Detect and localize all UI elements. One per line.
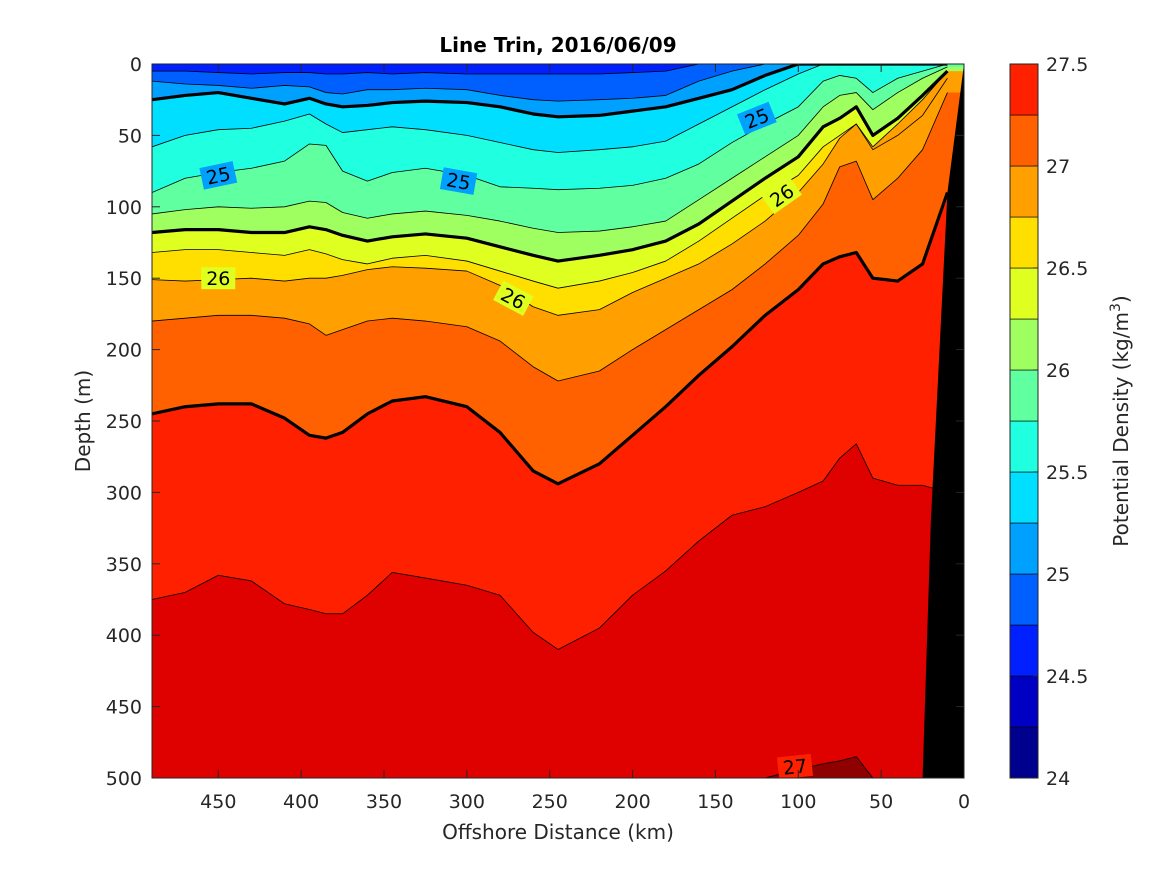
isopycnal-line xyxy=(152,78,948,289)
colorbar-swatch xyxy=(1009,726,1039,779)
contour-label-text: 25 xyxy=(445,169,473,195)
contour-label-bg xyxy=(199,161,238,190)
colorbar-tick-label: 26 xyxy=(1046,360,1070,382)
colorbar-label: Potential Density (kg/m3) xyxy=(1108,295,1133,546)
x-tick-label: 350 xyxy=(366,791,402,813)
y-tick-label: 500 xyxy=(106,768,142,790)
isopycnal-line xyxy=(152,66,948,233)
contour-label-text: 25 xyxy=(204,163,232,190)
x-tick-label: 400 xyxy=(283,791,319,813)
isopycnal-line xyxy=(152,64,948,193)
colorbar-swatch xyxy=(1009,165,1039,218)
colorbar-tick-label: 27.5 xyxy=(1046,54,1088,76)
y-tick-label: 400 xyxy=(106,625,142,647)
x-tick-label: 150 xyxy=(697,791,733,813)
band-fill xyxy=(152,443,964,778)
colorbar-swatch xyxy=(1009,420,1039,473)
x-tick-label: 250 xyxy=(532,791,568,813)
isopycnal-line xyxy=(152,92,948,382)
colorbar-tick-label: 25 xyxy=(1046,564,1070,586)
contour-label-text: 27 xyxy=(782,755,808,779)
x-tick-label: 200 xyxy=(614,791,650,813)
colorbar-frame xyxy=(1009,63,1039,779)
x-tick-label: 300 xyxy=(449,791,485,813)
y-tick-label: 150 xyxy=(106,268,142,290)
y-tick-label: 100 xyxy=(106,197,142,219)
colorbar-tick-label: 26.5 xyxy=(1046,258,1088,280)
colorbar-swatch xyxy=(1009,471,1039,524)
chart-title: Line Trin, 2016/06/09 xyxy=(439,33,676,57)
contour-label-bg xyxy=(761,176,802,215)
contour-label-bg xyxy=(493,280,534,316)
y-axis-label: Depth (m) xyxy=(71,370,95,472)
x-axis-ticks: 450 400 350 300 250 200 150 100 50 0 xyxy=(200,64,970,813)
contour-lines xyxy=(152,64,949,778)
seafloor xyxy=(922,64,964,778)
isopycnal-line xyxy=(152,70,948,316)
contour-label-text: 26 xyxy=(206,268,230,290)
isopycnal-line xyxy=(152,191,949,486)
contour-label-bg xyxy=(201,267,236,290)
y-tick-label: 450 xyxy=(106,697,142,719)
colorbar-ticks: 24 24.5 25 25.5 26 26.5 27 27.5 xyxy=(1033,54,1088,790)
y-tick-label: 200 xyxy=(106,340,142,362)
contour-fills xyxy=(152,64,964,778)
contour-label: 25 xyxy=(439,167,478,195)
isopycnal-line xyxy=(152,756,948,778)
colorbar-swatch xyxy=(1009,318,1039,371)
x-tick-label: 0 xyxy=(958,791,970,813)
colorbar-tick-label: 27 xyxy=(1046,156,1070,178)
colorbar-swatch xyxy=(1009,216,1039,269)
y-tick-label: 0 xyxy=(130,54,142,76)
y-tick-label: 350 xyxy=(106,554,142,576)
contour-label: 26 xyxy=(201,267,236,290)
x-tick-label: 450 xyxy=(200,791,236,813)
y-tick-label: 50 xyxy=(118,125,142,147)
x-tick-label: 50 xyxy=(869,791,893,813)
colorbar-swatch xyxy=(1009,114,1039,167)
colorbar-swatch xyxy=(1009,624,1039,677)
colorbar xyxy=(1009,63,1039,779)
colorbar-tick-label: 25.5 xyxy=(1046,462,1088,484)
colorbar-swatch xyxy=(1009,63,1039,116)
isopycnal-line xyxy=(152,443,948,650)
contour-label: 25 xyxy=(199,161,238,190)
colorbar-swatch xyxy=(1009,522,1039,575)
x-axis-label: Offshore Distance (km) xyxy=(442,820,674,844)
isopycnal-line xyxy=(152,64,948,75)
colorbar-tick-label: 24 xyxy=(1046,768,1070,790)
colorbar-tick-label: 24.5 xyxy=(1046,666,1088,688)
y-tick-label: 250 xyxy=(106,411,142,433)
y-tick-label: 300 xyxy=(106,482,142,504)
colorbar-swatch xyxy=(1009,267,1039,320)
isopycnal-line xyxy=(152,64,948,102)
colorbar-swatch xyxy=(1009,573,1039,626)
isopycnal-line xyxy=(152,64,948,153)
contour-label: 27 xyxy=(776,753,814,779)
y-axis-ticks: 0 50 100 150 200 250 300 350 400 450 500 xyxy=(106,54,964,790)
bottom-topography xyxy=(922,64,964,778)
contour-label-bg xyxy=(439,167,478,195)
colorbar-swatch xyxy=(1009,369,1039,422)
isopycnal-line xyxy=(152,69,949,263)
contour-label-bg xyxy=(776,753,814,778)
colorbar-swatch xyxy=(1009,675,1039,728)
x-tick-label: 100 xyxy=(780,791,816,813)
isopycnal-line xyxy=(152,64,948,119)
contour-label-bg xyxy=(736,101,777,135)
